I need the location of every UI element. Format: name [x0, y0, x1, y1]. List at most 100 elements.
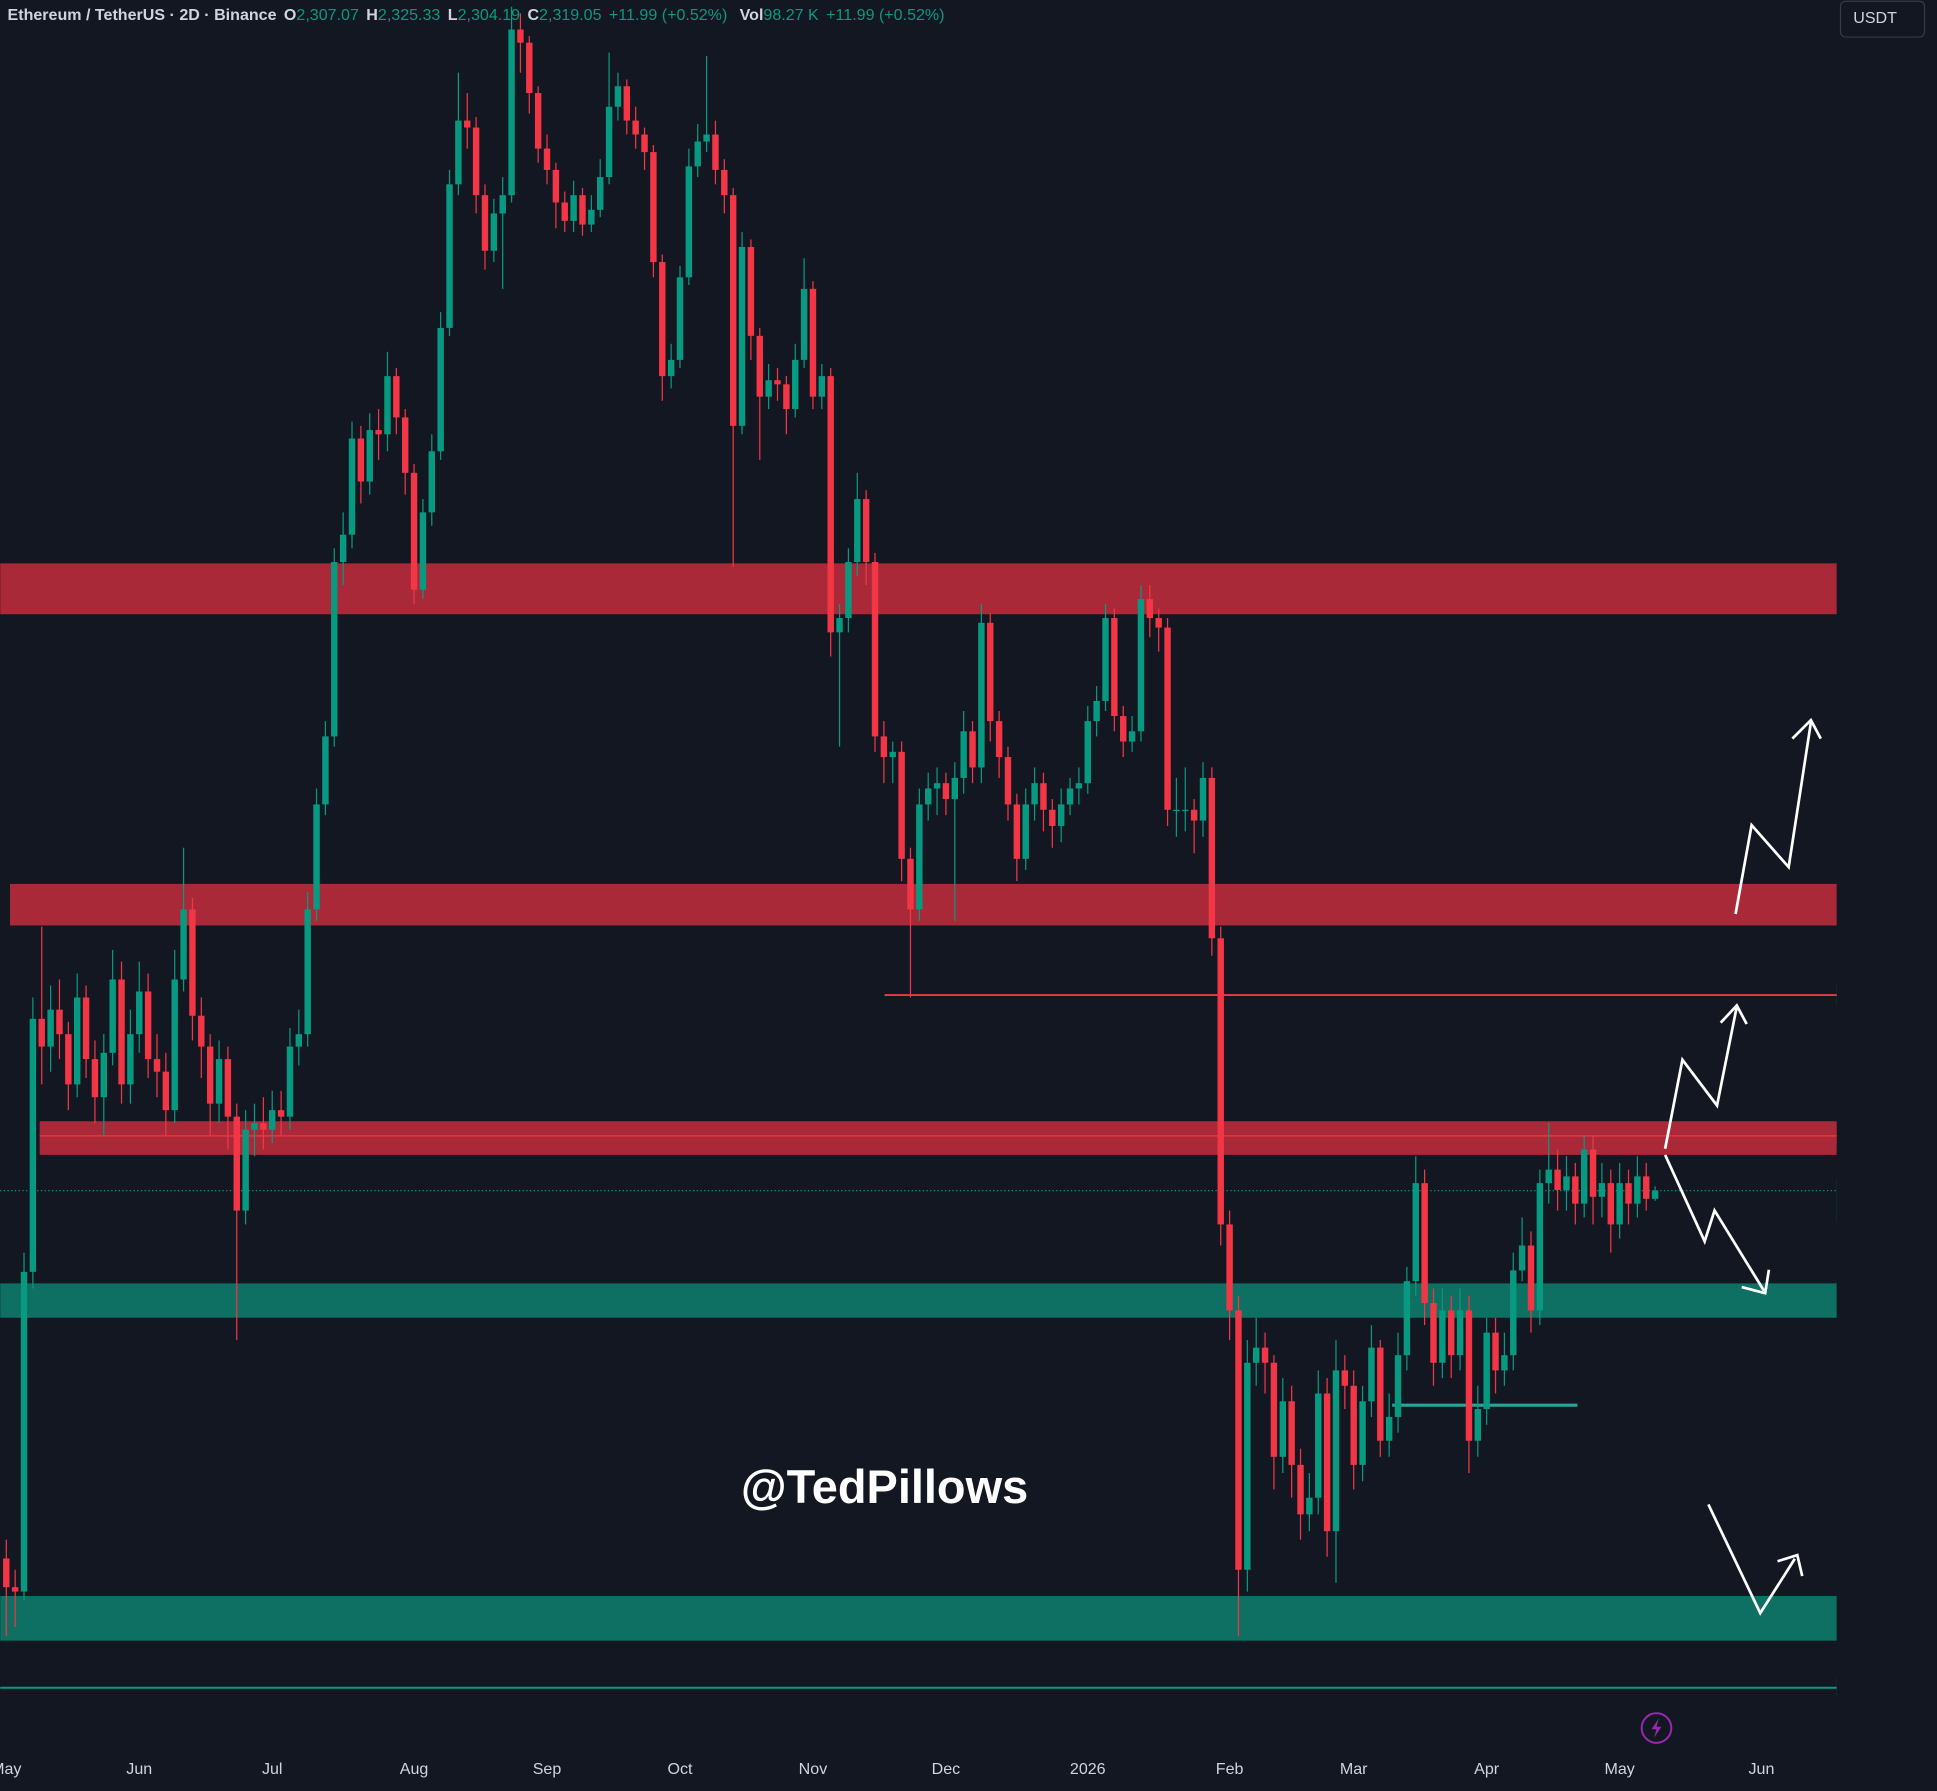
candle-body [472, 127, 480, 196]
candle-body [1244, 1362, 1251, 1570]
candle-body [756, 335, 763, 397]
candle-body [100, 1052, 108, 1098]
x-tick-label: Jun [1749, 1760, 1775, 1778]
candle-body [1403, 1281, 1411, 1356]
candle-body [1518, 1245, 1526, 1271]
candle-body [1182, 809, 1189, 812]
candle-body [854, 499, 861, 563]
candle-body [1190, 809, 1198, 821]
price-axis [1836, 0, 1937, 1791]
candle-body [1474, 1409, 1482, 1441]
currency-button[interactable] [1839, 0, 1926, 38]
candle-body [171, 979, 178, 1111]
candle-body [712, 134, 719, 170]
ohlc-value: 2,307.07 [296, 6, 359, 24]
candle-body [561, 202, 568, 221]
candle-body [774, 380, 781, 385]
candle-body [118, 979, 125, 1085]
legend: Ethereum / TetherUS · 2D · Binance O2,307… [8, 6, 945, 24]
candle-body [534, 93, 542, 149]
lightning-icon[interactable] [1640, 1712, 1673, 1744]
candle-body [1651, 1190, 1659, 1199]
candle-body [597, 177, 604, 210]
candle-body [862, 499, 870, 563]
candle-body [375, 430, 382, 435]
candle-body [641, 134, 648, 153]
candle-body [836, 618, 843, 633]
plot-area [0, 6, 1837, 1689]
candle-body [1084, 721, 1091, 784]
candle-body [818, 376, 826, 397]
candle-body [1430, 1303, 1437, 1363]
candle-body [924, 788, 932, 805]
candle-body [614, 86, 622, 107]
x-tick-label: Sep [533, 1760, 562, 1778]
candle-body [242, 1129, 249, 1211]
candle-body [1377, 1347, 1384, 1441]
candle-body [1270, 1362, 1278, 1457]
x-tick-label: Aug [400, 1760, 429, 1778]
candle-body [978, 622, 985, 768]
ohlc-value: 2,319.05 [539, 6, 602, 24]
candle-body [871, 562, 879, 737]
candle-body [942, 783, 950, 800]
candle-body [1492, 1332, 1499, 1371]
candle-body [357, 438, 365, 482]
candle-body [1217, 938, 1224, 1225]
change: +11.99 (+0.52%) [609, 6, 727, 24]
arrow-drawing [1734, 722, 1813, 915]
candle-body [1456, 1310, 1464, 1356]
candle-body [1545, 1169, 1552, 1184]
candle-body [1049, 809, 1056, 826]
candle-body [1297, 1464, 1304, 1515]
candle-body [845, 562, 852, 619]
candle-body [1075, 783, 1083, 789]
candle-body [82, 997, 90, 1060]
candle-body [1235, 1310, 1242, 1570]
candle-body [490, 213, 498, 251]
candle-body [960, 731, 967, 778]
x-tick-label: Nov [799, 1760, 828, 1778]
x-tick-label: Mar [1340, 1760, 1368, 1778]
candle-body [47, 1009, 54, 1047]
x-tick-label: Jun [126, 1760, 152, 1778]
candle-body [1173, 809, 1180, 812]
arrow-head [1777, 1553, 1804, 1577]
candle-body [1252, 1347, 1260, 1363]
volume-label: Vol [740, 6, 764, 24]
candle-body [224, 1059, 232, 1117]
candle-body [1643, 1176, 1650, 1199]
candle-body [721, 169, 728, 196]
candle-body [1040, 783, 1047, 810]
candle-body [508, 29, 515, 196]
candle-body [410, 472, 418, 590]
candle-body [1093, 700, 1100, 722]
candle-body [419, 512, 427, 590]
candle-body [809, 288, 817, 397]
candle-body [880, 736, 888, 758]
candle-body [526, 42, 533, 94]
candle-body [1137, 599, 1145, 732]
candle-body [1607, 1183, 1614, 1225]
candle-body [951, 777, 959, 800]
candle-body [189, 909, 196, 1016]
candle-body [1394, 1355, 1402, 1417]
candle-body [827, 376, 834, 633]
candle-body [543, 148, 551, 170]
candle-body [286, 1046, 294, 1117]
candle-body [1501, 1355, 1508, 1371]
candle-body [1510, 1270, 1517, 1356]
x-tick-label: Apr [1474, 1760, 1500, 1778]
candle-body [605, 106, 613, 178]
candle-body [136, 991, 143, 1035]
candle-body [685, 166, 693, 278]
ohlc-label: H [366, 6, 378, 24]
symbol: Ethereum / TetherUS · 2D · Binance [8, 6, 277, 24]
candle-body [1341, 1370, 1349, 1386]
candle-body [1421, 1183, 1428, 1304]
candle-body [1527, 1245, 1535, 1311]
candle-body [1279, 1401, 1287, 1457]
x-tick-label: Oct [668, 1760, 694, 1778]
candle-body [694, 141, 701, 167]
candle-body [1306, 1497, 1313, 1515]
